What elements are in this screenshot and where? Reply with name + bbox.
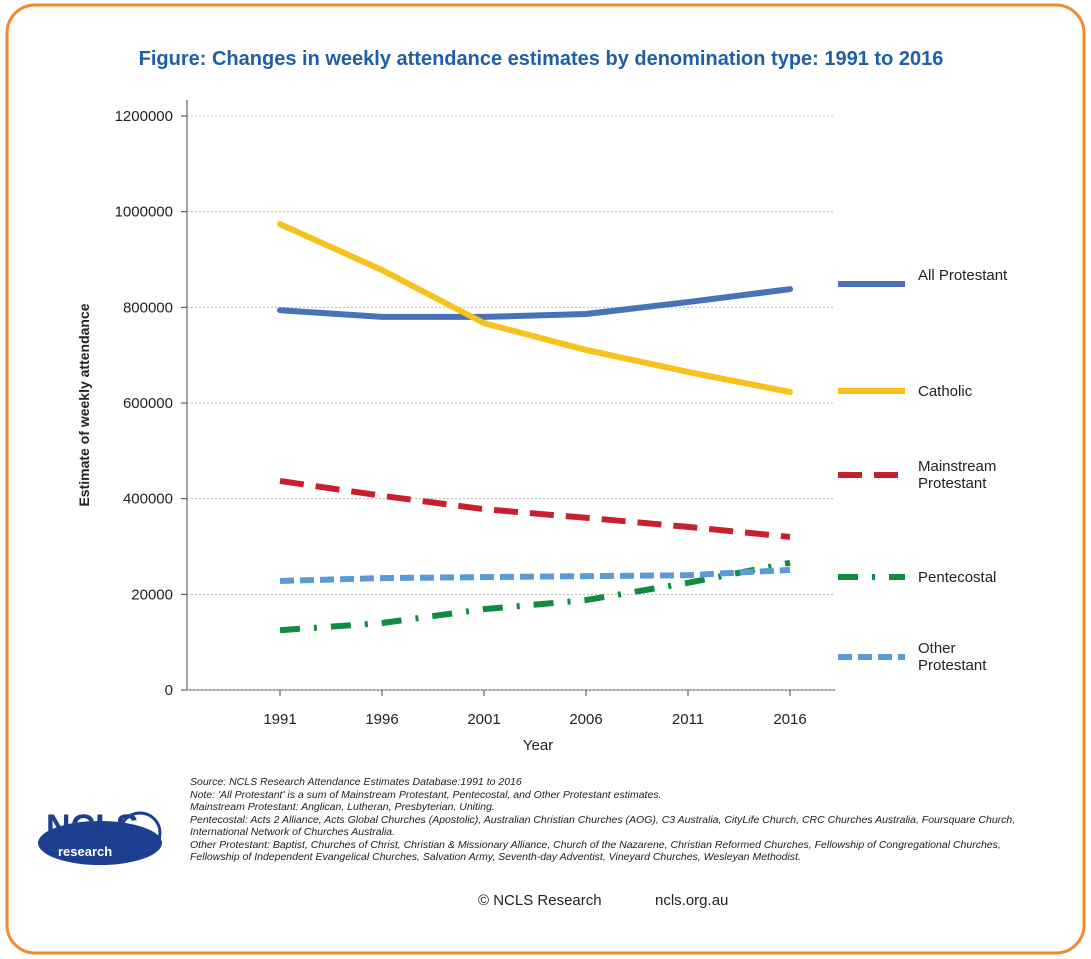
legend-label: Catholic [918, 383, 973, 400]
note: Other Protestant: Baptist, Churches of C… [190, 838, 1001, 864]
frame-border [5, 3, 1086, 955]
x-tick-label: 2011 [672, 711, 704, 728]
notes: Source: NCLS Research Attendance Estimat… [190, 776, 1030, 864]
series-line [279, 477, 791, 540]
y-tick-label: 600000 [123, 395, 173, 412]
legend-label: All Protestant [918, 267, 1008, 284]
logo-globe [118, 811, 162, 855]
footer-site: ncls.org.au [655, 892, 729, 909]
x-tick-label: 2006 [569, 711, 602, 728]
legend-label: Other Protestant [918, 640, 987, 674]
legend-label: Mainstream Protestant [918, 458, 997, 492]
y-tick-label: 400000 [123, 491, 173, 508]
series-line [279, 566, 791, 584]
note: Pentecostal: Acts 2 Alliance, Acts Globa… [190, 813, 1016, 839]
legend-label: Pentecostal [918, 569, 997, 586]
series-line [279, 559, 791, 634]
logo-badge [38, 821, 162, 865]
x-axis-label: Year [523, 737, 553, 754]
series-line [277, 221, 793, 395]
x-tick-label: 2001 [467, 711, 500, 728]
x-tick-label: 1991 [263, 711, 296, 728]
logo: NCLS research [38, 808, 162, 865]
x-tick-label: 1996 [365, 711, 398, 728]
note: Mainstream Protestant: Anglican, Luthera… [190, 801, 495, 813]
note: Note: 'All Protestant' is a sum of Mains… [190, 788, 662, 801]
series-line [277, 286, 793, 320]
y-tick-label: 1000000 [115, 204, 173, 221]
note: Source: NCLS Research Attendance Estimat… [190, 776, 522, 788]
footer-copyright: © NCLS Research [478, 892, 602, 909]
y-tick-label: 800000 [123, 299, 173, 316]
y-tick-label: 1200000 [115, 108, 173, 125]
chart-title: Figure: Changes in weekly attendance est… [139, 48, 944, 70]
logo-sub: research [58, 844, 112, 859]
y-axis-label: Estimate of weekly attendance [76, 303, 92, 506]
y-tick-label: 20000 [131, 586, 173, 603]
x-tick-label: 2016 [773, 711, 806, 728]
y-tick-label: 0 [165, 682, 173, 699]
logo-name: NCLS [46, 808, 139, 846]
